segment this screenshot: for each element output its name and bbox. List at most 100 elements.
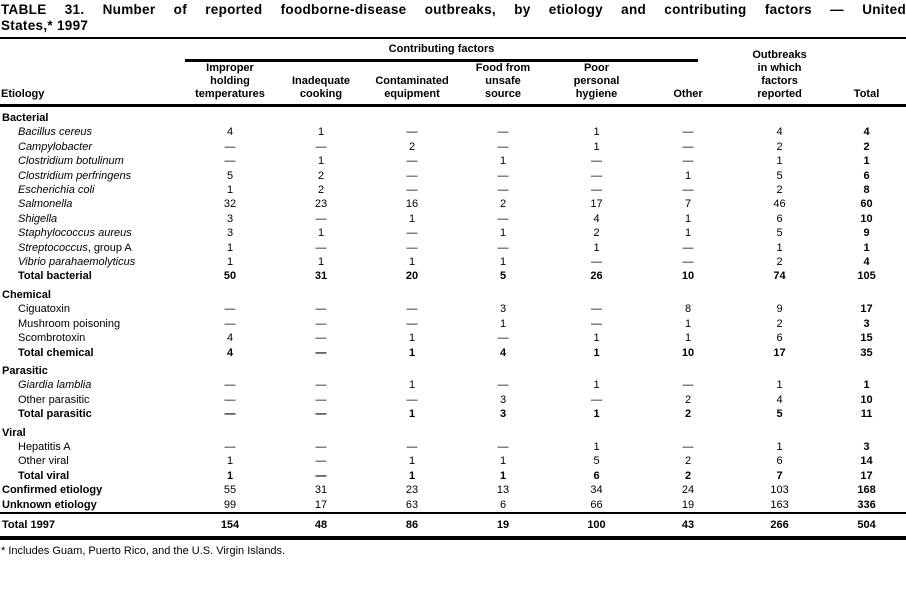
- row-label: Total bacterial: [0, 269, 185, 283]
- value-cell: —: [406, 126, 418, 139]
- value-cell: 23: [405, 484, 419, 497]
- value-cell: 1: [317, 256, 325, 269]
- value-cell: 2: [408, 140, 416, 153]
- value-cell: 336: [857, 498, 876, 511]
- row-label-text: Total bacterial: [18, 270, 92, 283]
- value-cell: —: [224, 440, 236, 453]
- value-cell: 2: [593, 227, 600, 240]
- value-cell: —: [315, 303, 327, 316]
- value-cell: 34: [590, 484, 603, 497]
- value-cell: —: [406, 317, 418, 330]
- value-cell: 1: [226, 184, 234, 197]
- table-body: Bacterial Bacillus cereus 4 1— —1—4 4 Campylob…: [0, 106, 906, 539]
- value-cell: 1: [408, 256, 416, 269]
- row-label-text: Bacillus cereus: [18, 126, 92, 139]
- table-row: Total parasitic — — 1 3 1 2 5 11: [0, 407, 906, 421]
- value-cell: 17: [314, 498, 328, 511]
- value-cell: —: [682, 155, 694, 168]
- value-cell: 3: [863, 440, 870, 453]
- value-cell: —: [224, 303, 236, 316]
- value-cell: 3: [863, 317, 870, 330]
- value-cell: 1: [593, 408, 600, 421]
- value-cell: 48: [314, 518, 328, 531]
- section-title: Bacterial: [2, 112, 49, 124]
- value-cell: 1: [499, 155, 507, 168]
- row-label: Other viral: [0, 454, 185, 468]
- value-cell: 17: [590, 198, 603, 211]
- value-cell: 7: [776, 469, 783, 482]
- value-cell: 50: [223, 270, 237, 283]
- summary-row: Unknown etiology 99 17 63 6 66 19 163 336: [0, 498, 906, 513]
- value-cell: 4: [226, 346, 234, 359]
- row-label: Salmonella: [0, 197, 185, 211]
- row-label: Escherichia coli: [0, 183, 185, 197]
- value-cell: 1: [499, 227, 507, 240]
- row-label: Staphylococcus aureus: [0, 226, 185, 240]
- section-header-row: Viral: [0, 422, 906, 440]
- table-row: Vibrio parahaemolyticus 1 1 1 1 — — 2 4: [0, 255, 906, 269]
- header-row-sub: Improper holding temperatures Inadequate coo…: [0, 62, 906, 106]
- value-cell: 5: [226, 169, 234, 182]
- table-row: Total viral 1 — 1 1 6 2 7 17: [0, 469, 906, 483]
- value-cell: 2: [776, 140, 783, 153]
- value-cell: 32: [223, 198, 237, 211]
- value-cell: 1: [317, 155, 325, 168]
- row-label-text: Total parasitic: [18, 408, 92, 421]
- value-cell: 1: [593, 379, 600, 392]
- column-header-4: Poor personal hygiene: [573, 62, 620, 100]
- title-divider: [0, 37, 906, 39]
- table-row: Clostridium perfringens 5 2 — — — 1 5 6: [0, 169, 906, 183]
- value-cell: 1: [684, 212, 692, 225]
- row-label-text: Escherichia coli: [18, 184, 95, 197]
- table-row: Staphylococcus aureus 3 1 — 1 2 1 5 9: [0, 226, 906, 240]
- table-row: Campylobacter — — 2 — 1 — 2 2: [0, 140, 906, 154]
- value-cell: 1: [684, 317, 692, 330]
- value-cell: 2: [684, 469, 692, 482]
- row-label: Clostridium perfringens: [0, 169, 185, 183]
- value-cell: 3: [499, 393, 507, 406]
- value-cell: 1: [226, 469, 234, 482]
- value-cell: —: [591, 393, 602, 406]
- value-cell: 1: [863, 379, 870, 392]
- outbreaks-reported-column-header: Outbreaks in which factors reported: [752, 49, 807, 100]
- value-cell: —: [591, 317, 602, 330]
- value-cell: 14: [860, 455, 873, 468]
- value-cell: 2: [863, 140, 870, 153]
- row-label-suffix: , group A: [87, 241, 132, 254]
- value-cell: —: [315, 317, 327, 330]
- value-cell: —: [315, 140, 327, 153]
- value-cell: 1: [684, 169, 692, 182]
- row-label: Shigella: [0, 212, 185, 226]
- table-row: Other parasitic — — — 3 — 2 4 10: [0, 393, 906, 407]
- value-cell: 46: [773, 198, 786, 211]
- row-label-text: Salmonella: [18, 198, 73, 211]
- value-cell: —: [315, 346, 327, 359]
- value-cell: 6: [776, 332, 783, 345]
- value-cell: 1: [593, 126, 600, 139]
- footnote: * Includes Guam, Puerto Rico, and the U.…: [1, 545, 286, 558]
- value-cell: 1: [317, 126, 325, 139]
- table-row: Scombrotoxin 4 — 1 — 1 1 6 15: [0, 331, 906, 345]
- table-row: Total chemical 4 — 1 4 1 10 17 35: [0, 346, 906, 360]
- row-label-text: Total viral: [18, 469, 70, 482]
- value-cell: —: [497, 440, 509, 453]
- value-cell: 1: [317, 227, 325, 240]
- value-cell: 1: [776, 241, 783, 254]
- section-title: Viral: [2, 426, 26, 439]
- value-cell: 4: [776, 393, 783, 406]
- value-cell: 7: [684, 198, 692, 211]
- value-cell: —: [682, 241, 694, 254]
- value-cell: 8: [863, 184, 870, 197]
- value-cell: —: [497, 184, 509, 197]
- value-cell: 1: [408, 455, 416, 468]
- value-cell: 5: [593, 455, 600, 468]
- value-cell: —: [315, 408, 327, 421]
- value-cell: 154: [220, 518, 240, 531]
- value-cell: 1: [226, 241, 234, 254]
- row-label: Streptococcus, group A: [0, 241, 185, 255]
- value-cell: 19: [681, 498, 695, 511]
- value-cell: 26: [590, 270, 603, 283]
- table-row: Other viral 1 — 1 1 5 2 6 14: [0, 454, 906, 468]
- value-cell: 63: [405, 498, 419, 511]
- value-cell: —: [315, 440, 327, 453]
